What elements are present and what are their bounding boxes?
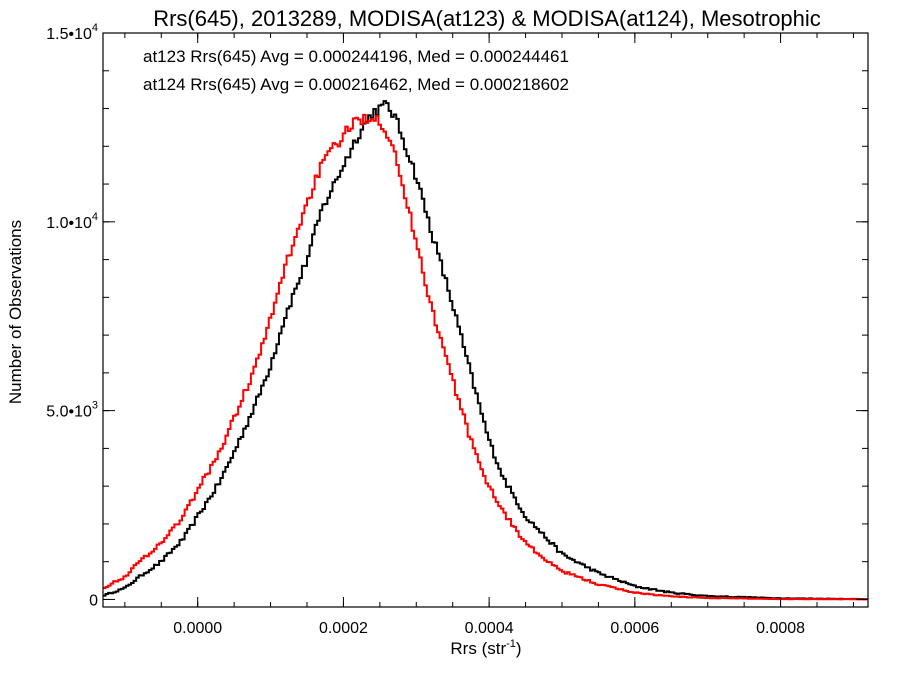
x-tick-label: 0.0004 — [465, 620, 514, 637]
x-tick-label: 0.0008 — [756, 620, 805, 637]
x-tick-label: 0.0002 — [319, 620, 368, 637]
x-axis-label-text: Rrs (str — [450, 639, 506, 658]
y-axis-label: Number of Observations — [6, 220, 25, 404]
y-tick-label-base: 1.5•10 — [46, 26, 92, 43]
y-tick-label-base: 1.0•10 — [46, 215, 92, 232]
x-axis-label: Rrs (str-1) — [450, 638, 521, 658]
x-tick-label: 0.0006 — [610, 620, 659, 637]
legend-annotation-1: at123 Rrs(645) Avg = 0.000244196, Med = … — [143, 47, 569, 66]
x-tick-label: 0.0000 — [173, 620, 222, 637]
series-1-histogram-line — [103, 100, 868, 601]
y-tick-label: 0 — [89, 592, 98, 609]
y-tick-label: 1.0•104 — [46, 211, 98, 232]
y-tick-label-base: 0 — [89, 592, 98, 609]
chart-title: Rrs(645), 2013289, MODISA(at123) & MODIS… — [153, 6, 821, 31]
y-tick-label-exponent: 4 — [92, 211, 98, 223]
y-tick-label: 1.5•104 — [46, 22, 98, 43]
y-tick-label-exponent: 3 — [92, 400, 98, 412]
legend-annotation-2: at124 Rrs(645) Avg = 0.000216462, Med = … — [143, 75, 569, 94]
series-2-histogram-line — [103, 113, 868, 601]
annotation-layer: at123 Rrs(645) Avg = 0.000244196, Med = … — [143, 47, 569, 94]
plot-frame — [102, 32, 869, 608]
x-axis-label-superscript: -1 — [506, 638, 516, 650]
axes-layer: 0.0000 0.0002 0.0004 0.0006 0.0008 0 5.0•103 1.… — [46, 22, 868, 637]
y-tick-label: 5.0•103 — [46, 400, 98, 421]
x-axis-label-close: ) — [516, 639, 522, 658]
y-tick-label-base: 5.0•10 — [46, 404, 92, 421]
series-layer — [103, 100, 868, 601]
y-tick-label-exponent: 4 — [92, 22, 98, 34]
